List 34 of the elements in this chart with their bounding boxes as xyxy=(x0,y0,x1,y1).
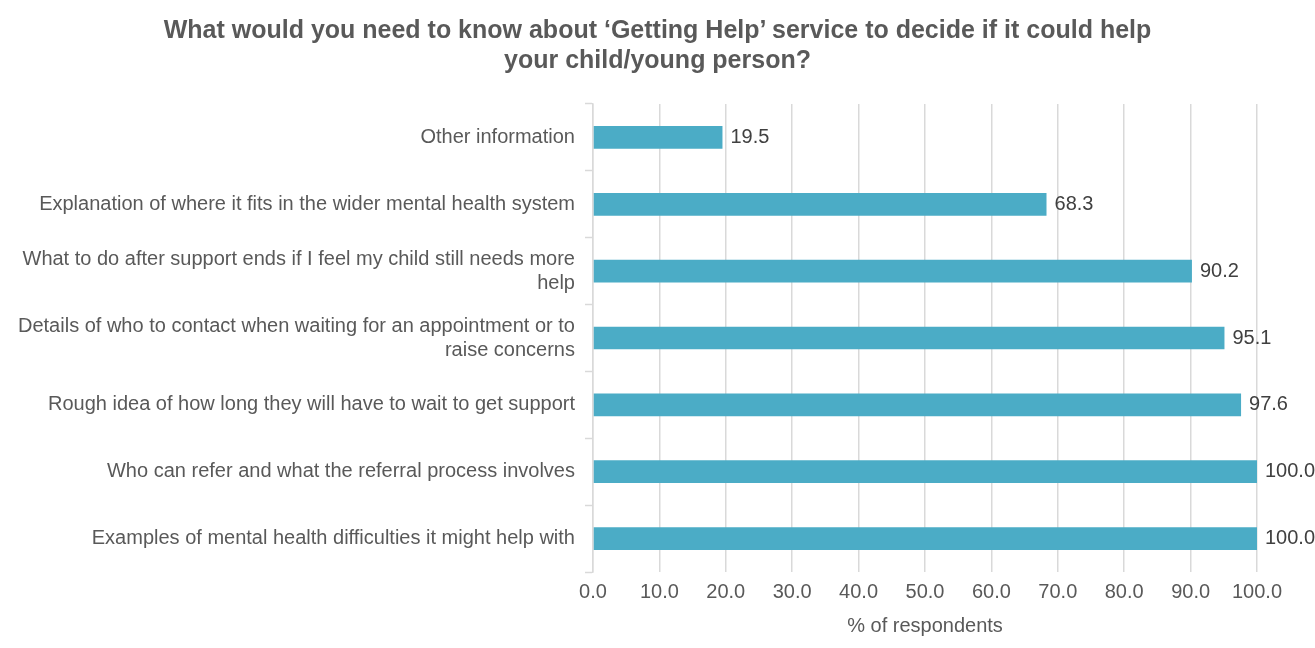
bar xyxy=(593,126,723,149)
bar xyxy=(593,192,1047,216)
bar xyxy=(593,527,1257,550)
bar xyxy=(593,326,1225,350)
x-tick-label: 10.0 xyxy=(639,579,679,602)
data-label: 100.0 xyxy=(1265,526,1315,549)
x-tick-label: 50.0 xyxy=(905,579,945,602)
bar xyxy=(593,259,1192,283)
x-axis-title: % of respondents xyxy=(847,613,1003,636)
x-tick-label: 70.0 xyxy=(1038,579,1078,602)
x-tick-label: 30.0 xyxy=(772,579,812,602)
x-tick-label: 60.0 xyxy=(971,579,1011,602)
bar xyxy=(593,393,1242,417)
data-label: 97.6 xyxy=(1249,392,1288,415)
y-tick-label: Examples of mental health difficulties it might help with xyxy=(91,526,575,549)
x-tick-label: 0.0 xyxy=(579,579,607,602)
data-label: 68.3 xyxy=(1054,191,1094,214)
y-tick-label: Who can refer and what the referral process involves xyxy=(106,459,575,482)
y-tick-label: Explanation of where it fits in the wider mental health system xyxy=(39,191,575,214)
x-tick-label: 80.0 xyxy=(1104,579,1144,602)
data-label: 90.2 xyxy=(1199,258,1239,281)
x-tick-label: 40.0 xyxy=(839,579,879,602)
y-tick-label: Details of who to contact when waiting for an appointment or to raise concerns xyxy=(18,313,575,360)
x-tick-label: 90.0 xyxy=(1171,579,1211,602)
y-tick-label: What to do after support ends if I feel my child still needs more help xyxy=(22,246,575,293)
data-label: 19.5 xyxy=(730,124,770,147)
data-label: 95.1 xyxy=(1232,325,1272,348)
x-tick-label: 100.0 xyxy=(1231,579,1283,602)
chart-title: What would you need to know about ‘Getting Help’ service to decide if it could help your child/young person? xyxy=(162,14,1153,74)
bar xyxy=(593,460,1257,484)
data-label: 100.0 xyxy=(1265,459,1315,482)
y-tick-label: Other information xyxy=(420,124,575,147)
y-tick-label: Rough idea of how long they will have to wait to get support xyxy=(47,392,576,415)
x-tick-label: 20.0 xyxy=(706,579,746,602)
